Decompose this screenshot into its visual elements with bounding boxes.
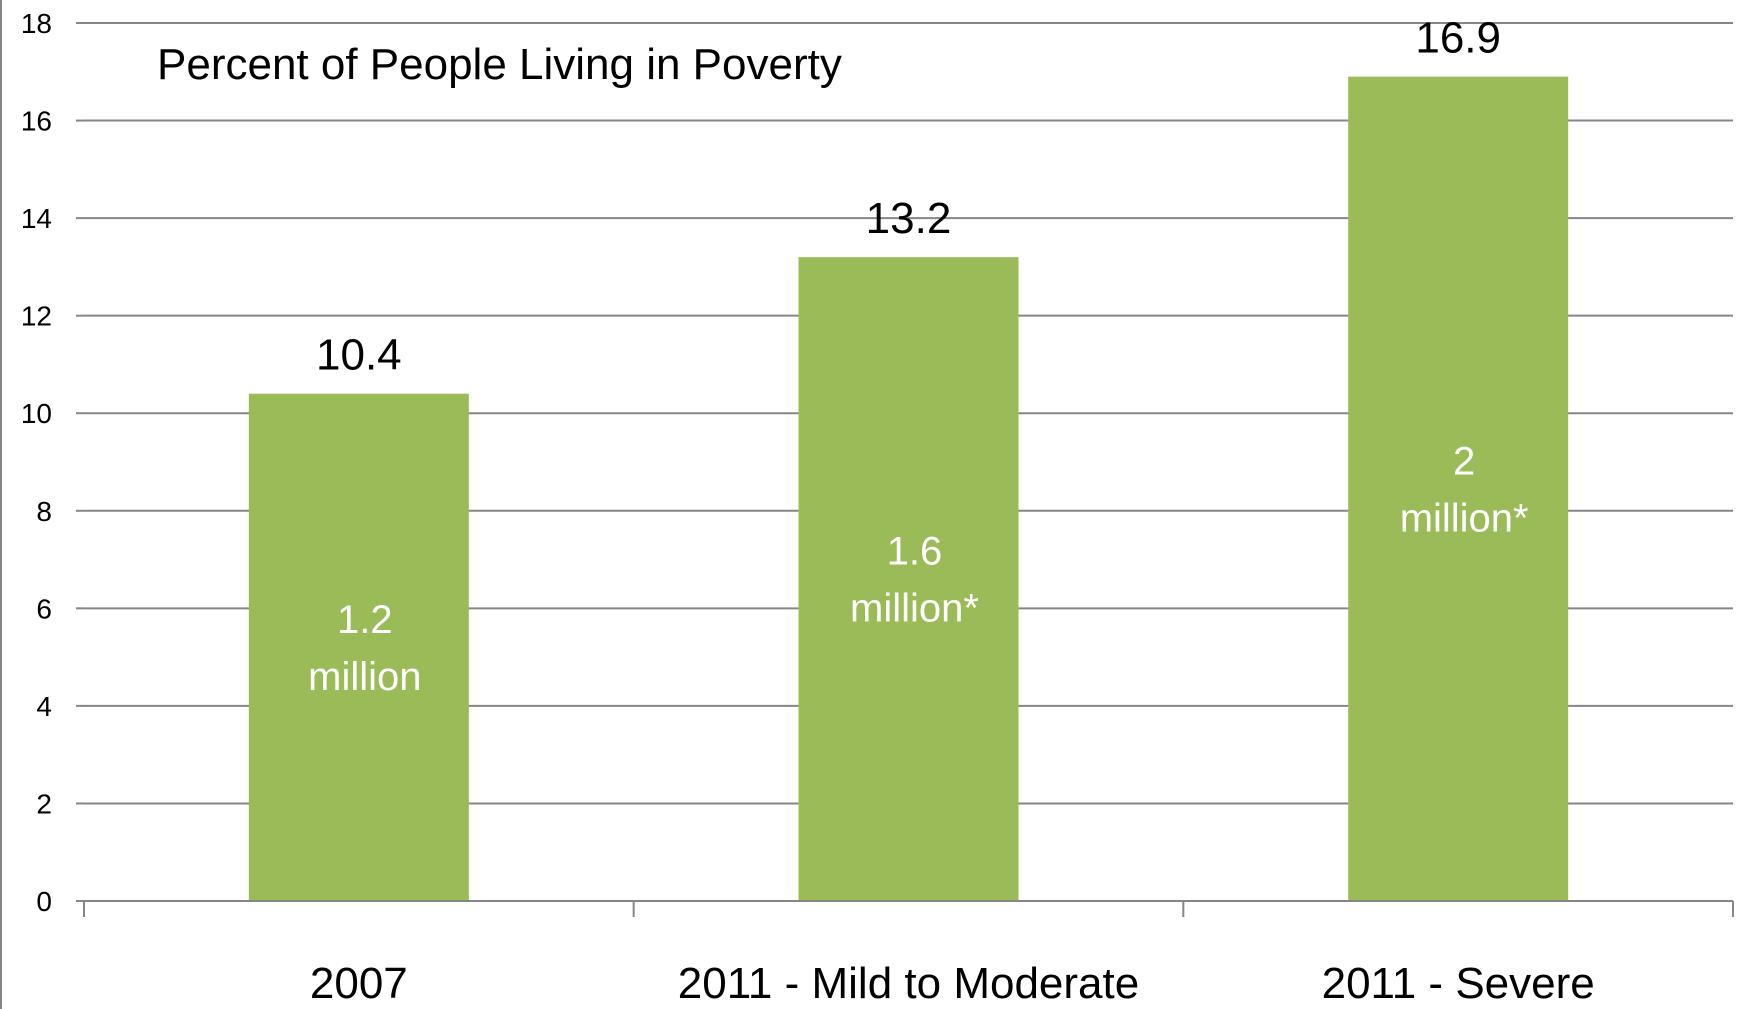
data-labels: 10.4 1.2 million 2007 13.2 1.6 million* 2011 - … (308, 14, 1595, 1008)
chart-title: Percent of People Living in Poverty (157, 40, 842, 89)
bar (248, 393, 469, 901)
y-tick-label: 2 (36, 788, 52, 819)
bar-inner-label: 1.6 (887, 530, 943, 574)
y-tick-label: 16 (21, 106, 52, 137)
y-axis-ticks: 0 2 4 6 8 10 12 14 16 18 (21, 8, 84, 917)
y-tick-label: 8 (36, 496, 52, 527)
x-axis (83, 900, 1734, 917)
bar-inner-label: million* (1400, 496, 1529, 540)
y-tick-label: 14 (21, 203, 52, 234)
y-tick-label: 18 (21, 8, 52, 39)
y-tick-label: 12 (21, 301, 52, 332)
y-tick-label: 10 (21, 398, 52, 429)
y-tick-label: 4 (36, 691, 52, 722)
x-tick-label: 2007 (310, 959, 408, 1008)
bar-value-label: 16.9 (1415, 14, 1501, 63)
x-tick-label: 2011 - Mild to Moderate (678, 959, 1139, 1008)
bar-inner-label: million (308, 655, 421, 699)
bars (248, 76, 1569, 902)
bar-inner-label: 1.2 (337, 598, 393, 642)
y-tick-label: 6 (36, 593, 52, 624)
bar-inner-label: 2 (1453, 439, 1475, 483)
bar-inner-label: million* (850, 587, 979, 631)
bar (798, 257, 1019, 902)
bar-value-label: 13.2 (866, 194, 952, 243)
bar (1348, 76, 1569, 901)
x-tick-label: 2011 - Severe (1322, 959, 1595, 1008)
y-tick-label: 0 (36, 886, 52, 917)
bar-value-label: 10.4 (316, 331, 402, 380)
